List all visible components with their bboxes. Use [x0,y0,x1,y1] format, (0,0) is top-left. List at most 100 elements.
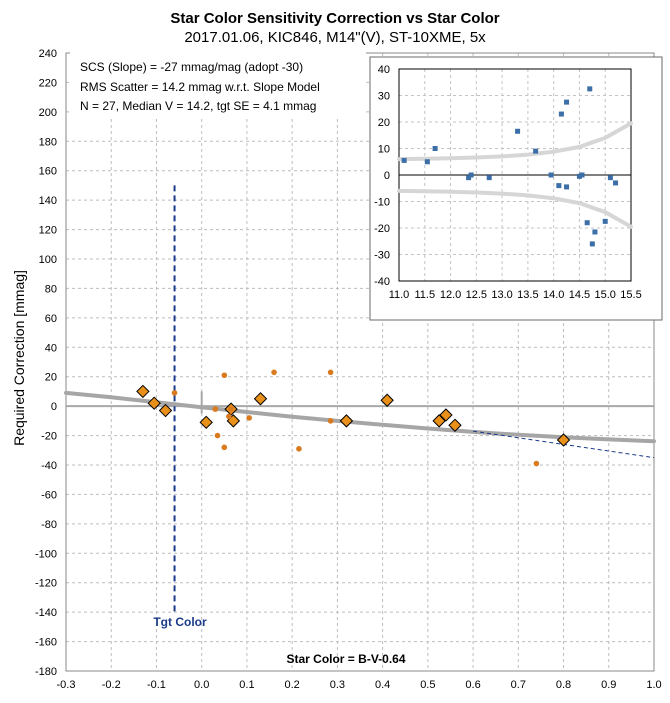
y-tick-label: 40 [45,342,57,354]
inset-y-tick-label: -30 [374,250,390,262]
inset-y-tick-label: -10 [374,197,390,209]
x-tick-label: 0.0 [194,679,209,691]
y-tick-label: 120 [39,225,57,237]
stats-line-2: RMS Scatter = 14.2 mmag w.r.t. Slope Mod… [80,80,320,94]
x-tick-label: -0.2 [102,679,121,691]
circle-point [221,372,228,379]
inset-frame [369,56,663,321]
inset-square-point [592,229,598,235]
circle-point [533,460,540,467]
y-tick-label: -140 [35,607,57,619]
x-tick-label: 0.4 [375,679,390,691]
inset-chart: 11.0 11.5 12.0 12.5 13.0 13.5 14.0 14.5 15.0 15.5… [369,56,663,321]
inset-square-point [466,175,472,181]
circle-point [327,369,334,376]
diamond-point [158,403,173,418]
inset-square-point [515,128,521,134]
diamond-point [380,393,394,407]
y-tick-label: 160 [39,166,57,178]
diamond-point [339,414,354,428]
stats-box: SCS (Slope) = -27 mmag/mag (adopt -30) R… [70,52,366,118]
x-tick-label: 0.1 [239,679,254,691]
inset-y-tick-label: -40 [374,276,390,288]
inset-y-tick-label: -20 [374,223,390,235]
y-tick-label: 60 [45,313,57,325]
inset-x-tick-label: 14.0 [543,289,564,301]
x-tick-label: -0.3 [57,679,76,691]
x-tick-label: 0.8 [556,679,571,691]
inset-square-point [607,175,613,181]
inset-square-point [564,99,570,105]
inset-x-tick-label: 15.5 [620,289,641,301]
x-tick-label: 1.0 [646,679,661,691]
inset-x-tick-label: 12.0 [440,289,461,301]
x-axis-label: Star Color = B-V-0.64 [286,652,405,666]
inset-grid [398,68,632,282]
circle-point [221,444,228,451]
diamond-point [199,415,213,430]
inset-x-tick-label: 11.0 [389,289,410,301]
inset-y-tick-label: 40 [378,64,390,76]
inset-square-point [587,86,593,92]
inset-square-point [584,220,590,226]
x-tick-label: 0.6 [465,679,480,691]
y-axis-label: Required Correction [mmag] [11,270,27,446]
inset-x-tick-label: 15.0 [595,289,616,301]
y-tick-label: 200 [39,107,57,119]
y-tick-label: 240 [39,48,57,60]
inset-y-tick-label: 30 [378,91,390,103]
inset-square-point [602,218,608,224]
inset-x-tick-label: 13.5 [517,289,538,301]
y-tick-label: 140 [39,195,57,207]
stats-line-3: N = 27, Median V = 14.2, tgt SE = 4.1 mm… [80,99,316,113]
inset-square-point [564,184,570,190]
chart-subtitle: 2017.01.06, KIC846, M14"(V), ST-10XME, 5… [184,29,486,46]
main-tick-labels: -0.3 -0.2 -0.1 0.0 0.1 0.2 0.3 0.4 0.5 0.6 0.7 0.8 0… [35,48,662,691]
diamond-point [556,433,571,447]
y-tick-label: 80 [45,283,57,295]
inset-square-point [548,172,554,178]
circle-point [246,415,252,421]
inset-square-point [401,157,407,163]
diamond-point [439,408,453,422]
x-tick-label: 0.9 [601,679,616,691]
diamond-point [147,396,161,410]
x-tick-label: -0.1 [147,679,166,691]
inset-x-tick-label: 13.0 [491,289,512,301]
inset-y-tick-label: 0 [384,170,390,182]
circle-point [228,406,234,412]
diamond-point [253,392,268,406]
inset-upper-envelope [397,121,633,162]
inset-points [401,86,619,247]
circle-point [296,446,302,452]
inset-y-tick-label: 20 [378,117,390,129]
inset-square-point [556,183,562,189]
y-tick-label: 100 [39,254,57,266]
inset-x-tick-label: 14.5 [569,289,590,301]
circle-point [226,413,232,420]
inset-square-point [576,173,582,179]
inset-square-point [589,241,595,247]
inset-tick-labels: 11.0 11.5 12.0 12.5 13.0 13.5 14.0 14.5 15.0 15.5… [374,64,642,301]
inset-y-tick-label: 10 [378,144,390,156]
y-tick-label: 220 [39,77,57,89]
y-tick-label: -40 [41,460,57,472]
inset-square-point [424,159,430,165]
inset-curves [397,121,633,229]
inset-square-point [613,180,619,186]
x-tick-label: 0.3 [330,679,345,691]
main-points [136,369,571,467]
y-tick-label: -80 [41,519,57,531]
circle-point [214,432,221,439]
y-tick-label: -160 [35,637,57,649]
y-tick-label: -180 [35,666,57,678]
y-tick-label: -60 [41,489,57,501]
y-tick-label: -20 [41,431,57,443]
y-tick-label: -100 [35,548,57,560]
target-color-label: Tgt Color [153,615,207,629]
diamond-point [448,418,462,432]
chart-title: Star Color Sensitivity Correction vs Sta… [170,10,499,27]
y-tick-label: 0 [51,401,57,413]
inset-x-tick-label: 11.5 [414,289,435,301]
